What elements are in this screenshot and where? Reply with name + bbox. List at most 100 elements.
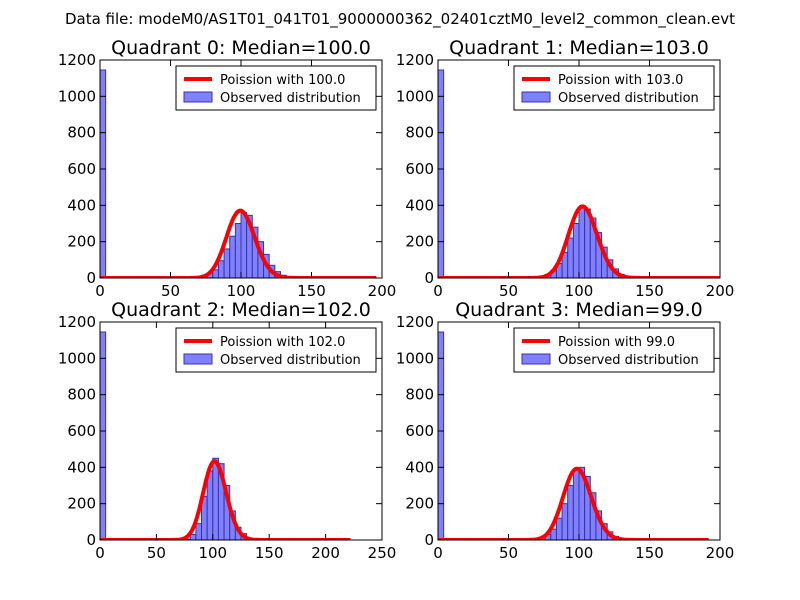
x-tick-label: 100 [565,544,594,562]
x-tick-label: 150 [255,544,284,562]
figure-title: Data file: modeM0/AS1T01_041T01_90000003… [65,10,735,29]
x-tick-label: 150 [297,282,326,300]
histogram-bar [567,485,574,540]
y-tick-label: 800 [405,386,434,404]
histogram-bar [578,207,586,278]
y-tick-label: 400 [405,458,434,476]
y-tick-label: 200 [67,495,96,513]
x-tick-label: 0 [95,544,105,562]
y-tick-label: 1000 [58,349,96,367]
legend-label-model: Poission with 102.0 [220,335,345,350]
x-tick-label: 0 [433,544,443,562]
legend: Poission with 100.0 Observed distribution [175,65,377,111]
legend-label-observed: Observed distribution [558,91,699,106]
x-tick-label: 150 [635,544,664,562]
histogram-bar [212,457,219,540]
y-tick-label: 0 [86,531,96,549]
legend-bar-swatch [521,353,551,365]
histogram-bar [572,223,580,278]
legend-label-observed: Observed distribution [558,353,699,368]
histogram-bar [438,331,445,540]
y-tick-label: 800 [67,386,96,404]
histogram-bar [234,223,242,278]
legend-bar-swatch [183,91,213,103]
y-tick-label: 800 [67,124,96,142]
x-tick-label: 0 [433,282,443,300]
y-tick-label: 1000 [58,87,96,105]
y-tick-label: 0 [424,269,434,287]
histogram-bar [100,331,107,540]
y-tick-label: 1000 [396,349,434,367]
quadrant-1-title: Quadrant 1: Median=103.0 [449,37,709,59]
y-tick-label: 600 [405,422,434,440]
y-tick-label: 200 [405,233,434,251]
legend-label-model: Poission with 100.0 [220,73,345,88]
histogram-bar [561,503,569,540]
x-tick-label: 200 [368,282,397,300]
y-tick-label: 600 [67,422,96,440]
y-tick-label: 600 [67,160,96,178]
x-tick-label: 200 [706,544,735,562]
x-tick-label: 50 [499,282,518,300]
histogram-bar [555,517,563,540]
legend: Poission with 99.0 Observed distribution [513,327,715,373]
histogram-bar [229,235,236,278]
y-tick-label: 600 [405,160,434,178]
legend-box [513,327,715,373]
legend-box [513,65,715,111]
legend-bar-swatch [183,353,213,365]
quadrant-2-chart: Quadrant 2: Median=102.0 0 50 100 150 200 250 0… [58,299,397,562]
y-tick-label: 1200 [396,313,434,331]
y-tick-label: 400 [67,196,96,214]
x-tick-label: 100 [565,282,594,300]
y-tick-label: 1000 [396,87,434,105]
quadrant-0-chart: Quadrant 0: Median=100.0 0 50 100 150 200 0 200… [58,37,397,300]
legend-label-model: Poission with 99.0 [558,335,675,350]
x-tick-label: 50 [147,544,166,562]
y-tick-label: 200 [67,233,96,251]
quadrant-3-chart: Quadrant 3: Median=99.0 0 50 100 150 200 0 200 4… [396,299,735,562]
x-tick-label: 0 [95,282,105,300]
y-tick-label: 1200 [396,51,434,69]
histogram-bar [584,208,591,278]
quadrant-3-title: Quadrant 3: Median=99.0 [455,299,703,321]
legend-label-observed: Observed distribution [220,353,361,368]
y-tick-label: 800 [405,124,434,142]
poisson-curve [438,466,710,540]
y-tick-label: 0 [424,531,434,549]
poisson-curve [100,208,377,278]
poisson-curve [438,204,720,278]
histogram-bar [240,212,248,278]
x-tick-label: 100 [227,282,256,300]
quadrant-2-title: Quadrant 2: Median=102.0 [111,299,371,321]
quadrant-1-chart: Quadrant 1: Median=103.0 0 50 100 150 200 0 200… [396,37,735,300]
histogram-bar [572,468,580,540]
histogram-bar [189,534,197,540]
x-tick-label: 50 [499,544,518,562]
y-tick-label: 1200 [58,313,96,331]
legend: Poission with 103.0 Observed distribution [513,65,715,111]
legend: Poission with 102.0 Observed distribution [175,327,377,373]
y-tick-label: 400 [405,196,434,214]
histogram-bar [438,69,445,278]
x-tick-label: 200 [706,282,735,300]
y-tick-label: 200 [405,495,434,513]
legend-label-model: Poission with 103.0 [558,73,683,88]
legend-bar-swatch [521,91,551,103]
y-tick-label: 1200 [58,51,96,69]
histogram-bars [438,331,625,540]
x-tick-label: 250 [368,544,397,562]
legend-box [175,327,377,373]
x-tick-label: 200 [311,544,340,562]
histogram-bar [567,237,574,278]
legend-box [175,65,377,111]
histogram-bar [206,470,214,540]
histogram-bar [223,248,231,278]
y-tick-label: 400 [67,458,96,476]
x-tick-label: 150 [635,282,664,300]
x-tick-label: 50 [161,282,180,300]
quadrant-0-title: Quadrant 0: Median=100.0 [111,37,371,59]
legend-label-observed: Observed distribution [220,91,361,106]
poisson-curve [100,459,352,540]
